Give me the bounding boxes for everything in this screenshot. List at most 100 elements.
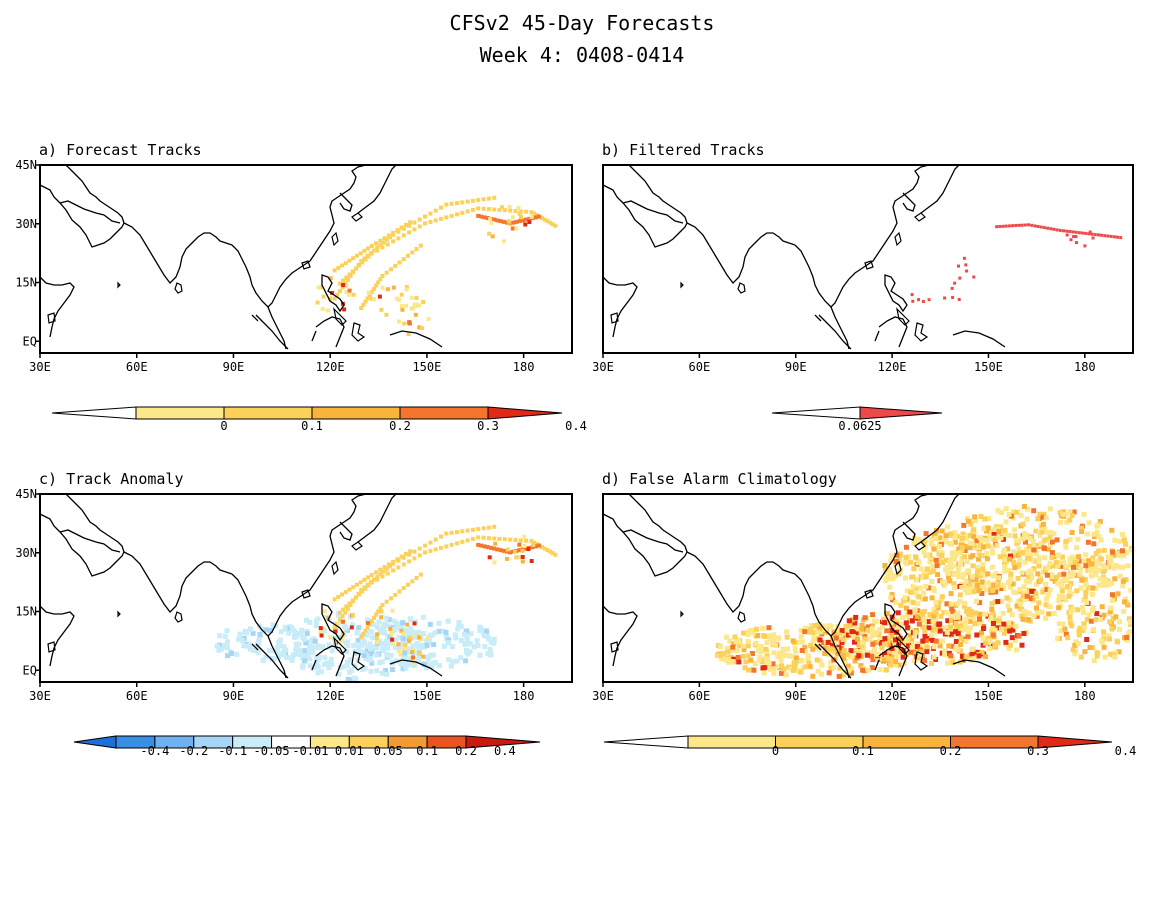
map-cell (718, 652, 724, 658)
map-cell (424, 642, 430, 648)
map-cell (969, 646, 975, 652)
track-point (361, 302, 366, 307)
map-cell (791, 667, 796, 673)
map-cell (417, 325, 422, 330)
colorbar-segment (950, 735, 1039, 749)
map-cell (1037, 511, 1043, 517)
track-point (384, 270, 389, 275)
map-cell (962, 583, 968, 589)
map-cell (973, 655, 979, 661)
track-point (486, 536, 491, 541)
track-point (407, 559, 412, 564)
lon-tick-label: 30E (29, 360, 51, 374)
lat-tick-label: 45N (15, 487, 37, 501)
map-cell (997, 554, 1003, 560)
track-point (1084, 231, 1088, 235)
map-cell (912, 633, 917, 639)
map-cell (387, 634, 393, 640)
map-cell (980, 562, 986, 567)
map-cell (936, 560, 942, 566)
track-point (380, 274, 385, 278)
map-cell (1003, 519, 1009, 525)
map-cell (1039, 529, 1045, 535)
map-cell (315, 670, 321, 676)
track-point (337, 281, 342, 286)
track-point (395, 228, 400, 233)
map-cell (1023, 539, 1028, 545)
map-cell (798, 634, 804, 640)
track-point (1087, 232, 1091, 236)
track-point (410, 579, 415, 584)
map-cell (1107, 636, 1112, 642)
map-cell (463, 658, 469, 664)
map-cell (913, 586, 919, 592)
map-cell (1036, 557, 1042, 563)
map-cell (1091, 236, 1095, 240)
map-cell (798, 627, 804, 633)
map-cell (1054, 574, 1060, 580)
map-cell (934, 603, 940, 609)
map-cell (414, 640, 420, 646)
map-cell (1124, 550, 1130, 556)
map-cell (1003, 506, 1009, 512)
map-cell (831, 657, 837, 663)
track-point (340, 592, 344, 597)
map-cell (982, 516, 988, 522)
map-cell (903, 575, 908, 581)
map-cell (926, 636, 932, 641)
map-cell (944, 629, 950, 635)
map-cell (947, 578, 953, 584)
map-cell (401, 631, 406, 636)
map-cell (856, 626, 861, 632)
map-cell (976, 588, 982, 594)
lon-tick-label: 180 (513, 689, 535, 703)
map-cell (1106, 633, 1112, 639)
track-point (341, 607, 346, 612)
map-cell (263, 627, 269, 633)
map-cell (889, 646, 895, 651)
map-cell (995, 534, 1001, 540)
map-cell (930, 637, 936, 643)
track-point (374, 241, 379, 246)
map-cell (1120, 564, 1126, 570)
track-point (498, 219, 503, 224)
map-cell (1007, 533, 1012, 538)
map-cell (1020, 536, 1026, 542)
map-cell (431, 642, 437, 648)
map-cell (826, 670, 832, 676)
map-cell (1031, 566, 1037, 571)
track-point (1100, 233, 1104, 237)
map-cell (986, 639, 991, 645)
map-cell (1014, 540, 1020, 546)
map-cell (870, 612, 876, 618)
track-point (356, 262, 361, 267)
map-cell (1069, 623, 1075, 629)
track-point (517, 548, 522, 553)
map-cell (386, 617, 392, 623)
colorbar-label: 0.4 (494, 744, 516, 758)
map-cell (882, 651, 888, 657)
map-cell (364, 632, 370, 638)
map-cell (354, 642, 360, 648)
map-cell (446, 637, 451, 643)
map-cell (464, 628, 470, 634)
map-cell (870, 632, 875, 638)
map-cell (381, 625, 386, 631)
map-cell (1091, 531, 1097, 537)
track-point (369, 619, 374, 623)
map-cell (1001, 586, 1007, 592)
map-cell (441, 643, 447, 649)
map-cell (792, 646, 798, 652)
map-cell (763, 656, 769, 662)
map-cell (924, 566, 930, 572)
map-cell (464, 647, 469, 653)
map-cell (742, 665, 748, 671)
map-cell (372, 297, 377, 302)
map-cell (882, 636, 888, 642)
map-cell (894, 552, 900, 558)
map-cell (229, 650, 235, 656)
map-cell (1000, 582, 1006, 588)
map-cell (320, 644, 326, 650)
map-cell (507, 204, 512, 209)
map-cell (990, 610, 996, 616)
